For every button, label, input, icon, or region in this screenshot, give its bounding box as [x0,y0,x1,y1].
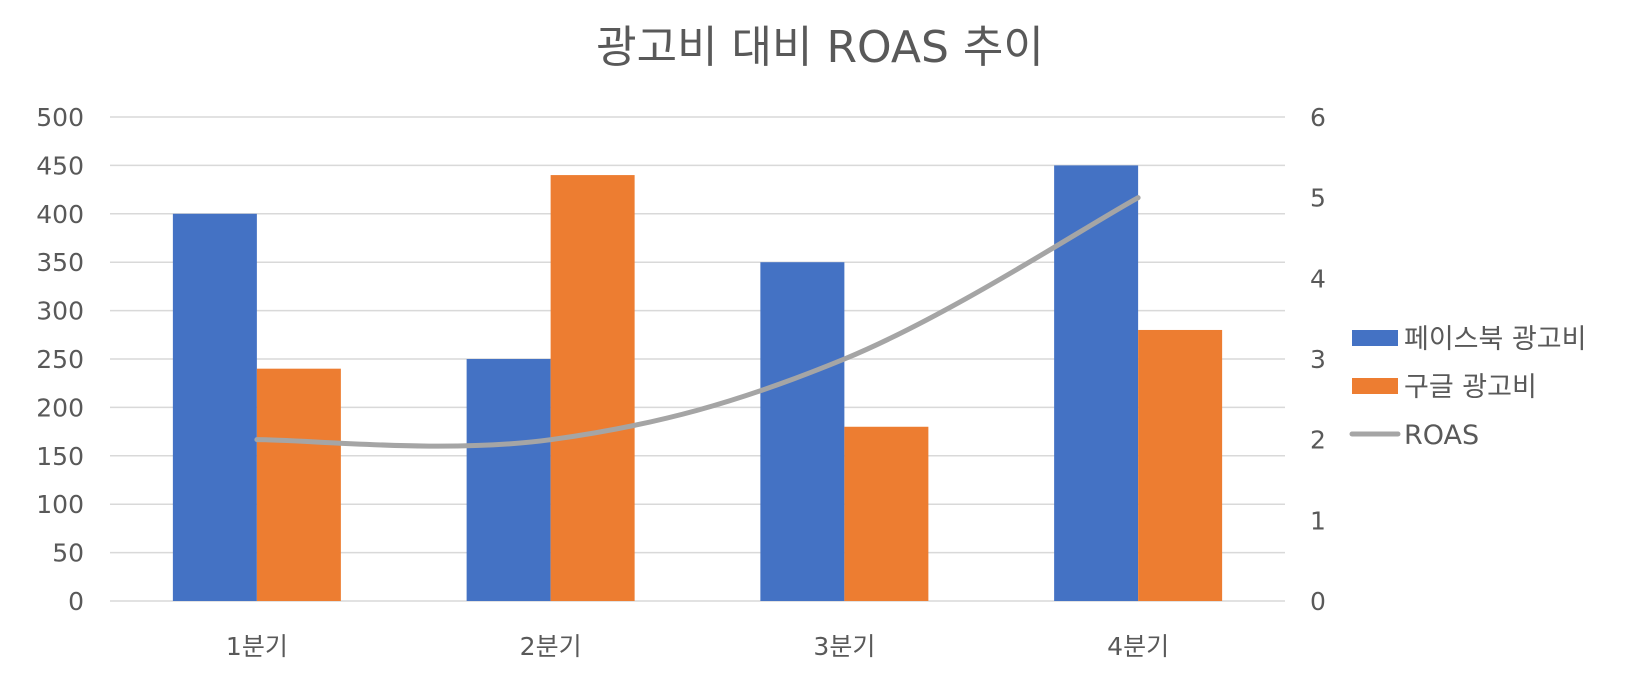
left-axis-tick-label: 500 [36,103,84,132]
x-axis-tick-label: 1분기 [226,632,288,661]
bar [1054,165,1139,601]
legend-swatch [1352,330,1398,346]
legend-label: ROAS [1404,420,1479,451]
right-axis-tick-label: 6 [1310,103,1326,132]
right-axis-tick-label: 3 [1310,345,1326,374]
bar [466,359,551,601]
bar [760,262,845,601]
bar [844,426,929,601]
x-axis-tick-label: 3분기 [813,632,875,661]
right-y-axis: 0 1 2 3 4 5 6 [1310,103,1326,616]
right-axis-tick-label: 5 [1310,184,1326,213]
left-axis-tick-label: 400 [36,200,84,229]
x-axis-tick-label: 4분기 [1107,632,1169,661]
left-axis-tick-label: 200 [36,393,84,422]
legend-label: 페이스북 광고비 [1404,324,1586,355]
x-axis: 1분기 2분기 3분기 4분기 [226,632,1169,661]
left-axis-tick-label: 50 [52,539,84,568]
bar [256,368,341,601]
bar-series-group [172,165,1223,602]
right-axis-tick-label: 0 [1310,587,1326,616]
line-series-group [254,195,1141,449]
left-axis-tick-label: 250 [36,345,84,374]
left-axis-tick-label: 150 [36,442,84,471]
legend-label: 구글 광고비 [1404,372,1537,403]
left-axis-tick-label: 100 [36,490,84,519]
left-axis-tick-label: 0 [68,587,84,616]
right-axis-tick-label: 1 [1310,506,1326,535]
legend-swatch [1352,378,1398,394]
bar [1138,329,1223,601]
bar [172,213,257,602]
left-axis-tick-label: 450 [36,151,84,180]
bar [550,175,635,601]
left-y-axis: 0 50 100 150 200 250 300 350 400 450 500 [36,103,84,616]
left-axis-tick-label: 300 [36,297,84,326]
roas-line [254,195,1141,449]
left-axis-tick-label: 350 [36,248,84,277]
chart-title: 광고비 대비 ROAS 추이 [596,22,1044,73]
right-axis-tick-label: 2 [1310,426,1326,455]
right-axis-tick-label: 4 [1310,264,1326,293]
x-axis-tick-label: 2분기 [520,632,582,661]
